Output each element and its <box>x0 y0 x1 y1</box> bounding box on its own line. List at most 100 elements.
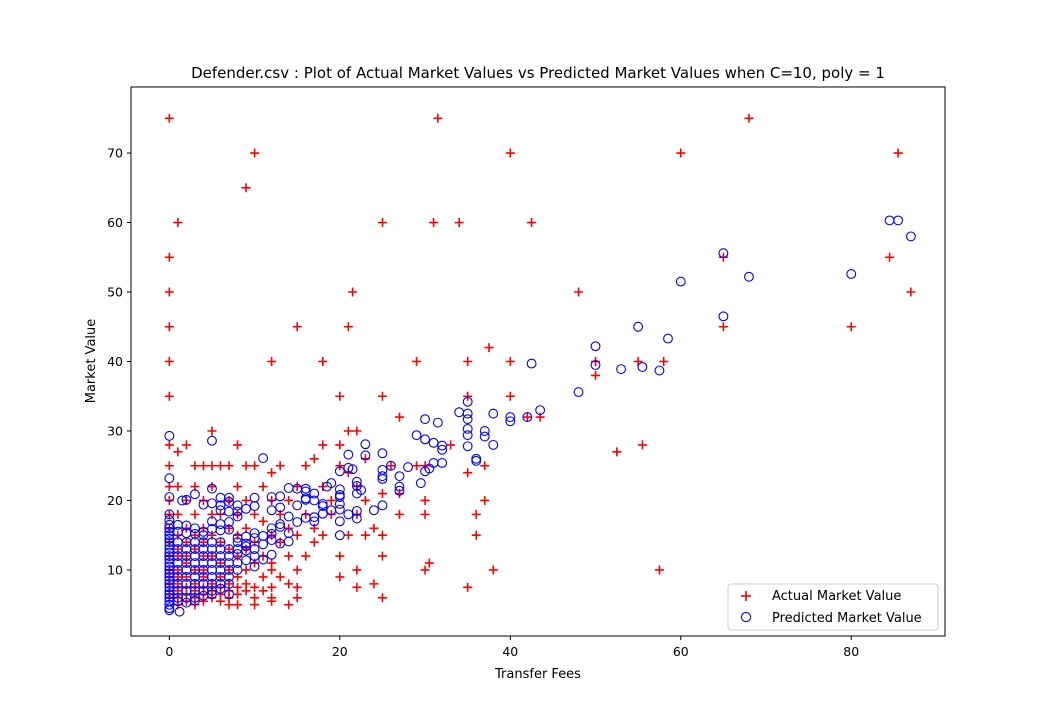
y-tick-label: 20 <box>107 493 123 508</box>
predicted-point <box>479 431 490 442</box>
actual-point <box>275 572 285 582</box>
actual-point <box>250 582 260 592</box>
predicted-point <box>241 503 252 514</box>
predicted-point <box>266 549 277 560</box>
actual-point <box>335 391 345 401</box>
predicted-point <box>207 435 217 446</box>
predicted-point <box>351 488 362 499</box>
predicted-point <box>616 364 627 375</box>
y-tick-label: 10 <box>107 562 123 577</box>
predicted-point <box>403 462 413 473</box>
actual-point <box>309 537 319 547</box>
actual-point <box>505 357 515 366</box>
predicted-point <box>590 341 601 352</box>
predicted-point <box>164 473 175 484</box>
predicted-point <box>462 414 473 425</box>
predicted-point <box>846 268 857 279</box>
actual-point <box>233 440 243 450</box>
predicted-point <box>343 509 354 520</box>
predicted-point <box>317 501 328 511</box>
actual-point <box>386 461 396 471</box>
actual-point <box>258 586 268 596</box>
predicted-point <box>300 512 311 523</box>
predicted-point <box>164 492 175 502</box>
y-tick-label: 50 <box>107 285 123 300</box>
actual-point <box>424 558 434 568</box>
actual-point <box>292 565 302 575</box>
actual-point <box>267 357 277 366</box>
predicted-point <box>249 528 260 539</box>
legend-box <box>727 583 939 631</box>
predicted-point <box>505 412 516 423</box>
predicted-point <box>164 554 175 565</box>
actual-point <box>488 565 498 575</box>
predicted-point <box>241 541 252 552</box>
predicted-point <box>420 466 431 477</box>
actual-point <box>654 565 664 575</box>
actual-point <box>318 530 328 540</box>
actual-point <box>676 148 686 158</box>
actual-point <box>292 482 302 492</box>
actual-point <box>505 391 515 401</box>
actual-point <box>284 495 294 505</box>
actual-point <box>233 600 243 610</box>
actual-point <box>463 468 473 478</box>
predicted-point <box>266 535 277 546</box>
actual-point <box>190 509 200 519</box>
predicted-point <box>207 524 217 534</box>
actual-point <box>471 530 481 540</box>
actual-point <box>885 252 895 262</box>
actual-point <box>326 495 336 505</box>
actual-point <box>207 461 217 471</box>
predicted-point <box>420 414 431 425</box>
predicted-point <box>292 500 303 511</box>
actual-point <box>573 287 583 297</box>
predicted-point <box>454 407 465 418</box>
legend-label-actual: Actual Market Value <box>772 589 901 604</box>
actual-point <box>309 454 319 464</box>
actual-point <box>612 447 622 457</box>
actual-point <box>352 426 362 436</box>
actual-point <box>173 447 183 457</box>
actual-point <box>454 218 464 228</box>
predicted-point <box>744 271 754 282</box>
actual-point <box>267 582 277 592</box>
actual-point <box>198 596 208 606</box>
actual-point <box>164 113 174 123</box>
actual-point <box>292 582 302 592</box>
actual-point <box>215 461 225 471</box>
predicted-point <box>224 506 234 517</box>
predicted-point <box>351 513 362 524</box>
actual-point <box>377 391 387 401</box>
actual-point <box>164 287 174 297</box>
predicted-point <box>275 502 286 513</box>
actual-point <box>241 495 251 505</box>
predicted-point <box>164 568 175 579</box>
plot-background <box>131 87 945 636</box>
predicted-point <box>637 362 648 373</box>
actual-point <box>241 183 251 193</box>
x-axis-ticks: 0 20 40 60 80 <box>165 636 859 659</box>
actual-point <box>164 391 174 401</box>
actual-point <box>301 461 311 471</box>
predicted-point <box>232 565 243 575</box>
predicted-point <box>488 408 499 419</box>
predicted-point <box>266 492 277 502</box>
predicted-point <box>164 430 175 441</box>
y-tick-label: 40 <box>107 354 123 369</box>
predicted-point <box>164 523 175 534</box>
legend-marker-predicted <box>740 611 752 623</box>
predicted-point <box>360 450 371 461</box>
actual-point <box>377 489 387 499</box>
predicted-point <box>505 416 516 427</box>
predicted-point <box>437 444 448 455</box>
chart-title: Defender.csv : Plot of Actual Market Val… <box>191 64 885 82</box>
predicted-point <box>377 471 388 482</box>
actual-point <box>522 412 532 422</box>
x-axis-label: Transfer Fees <box>494 667 581 682</box>
y-tick-label: 70 <box>107 146 123 161</box>
predicted-point <box>232 533 243 543</box>
actual-point <box>412 461 422 471</box>
actual-point <box>377 530 387 540</box>
actual-point <box>412 357 422 366</box>
